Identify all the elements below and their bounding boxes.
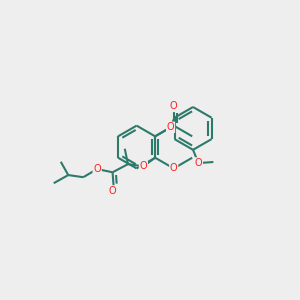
Text: O: O [195, 158, 202, 168]
Text: O: O [167, 122, 174, 132]
Text: O: O [93, 164, 101, 174]
Text: O: O [109, 186, 117, 196]
Text: O: O [170, 164, 178, 173]
Text: O: O [140, 161, 147, 171]
Text: O: O [170, 101, 178, 111]
